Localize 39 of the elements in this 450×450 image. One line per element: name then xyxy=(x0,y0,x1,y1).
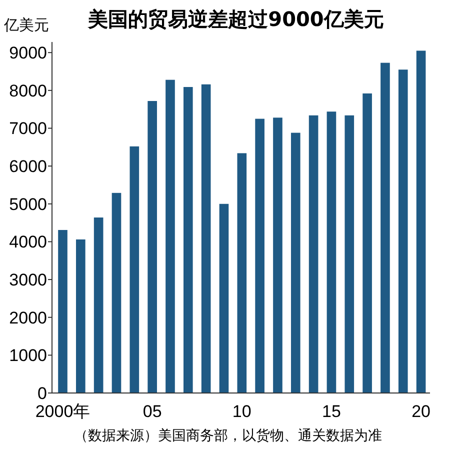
x-tick-label: 15 xyxy=(322,402,341,421)
bar xyxy=(362,93,372,393)
bar xyxy=(290,132,300,393)
y-axis-title: 亿美元 xyxy=(3,16,49,34)
bar xyxy=(237,153,247,393)
y-tick-label: 9000 xyxy=(9,44,47,63)
y-tick-label: 7000 xyxy=(9,119,47,138)
x-tick-label: 2000年 xyxy=(35,402,90,421)
y-tick-label: 3000 xyxy=(9,270,47,290)
y-tick-label: 2000 xyxy=(9,308,47,328)
bar xyxy=(219,204,229,393)
bar xyxy=(326,112,336,393)
bar xyxy=(201,84,211,393)
bar xyxy=(255,118,264,393)
chart-title: 美国的贸易逆差超过9000亿美元 xyxy=(87,7,384,31)
bar xyxy=(112,192,122,393)
y-tick-label: 1000 xyxy=(9,346,47,366)
bar xyxy=(76,239,86,393)
bar xyxy=(273,118,282,393)
y-tick-label: 4000 xyxy=(9,232,47,252)
bar xyxy=(94,218,104,393)
bar xyxy=(344,115,354,393)
y-tick-label: 0 xyxy=(38,384,47,403)
y-tick-label: 6000 xyxy=(9,157,47,176)
bar xyxy=(398,70,408,393)
bar xyxy=(166,80,175,393)
y-tick-label: 5000 xyxy=(9,194,47,214)
x-tick-label: 20 xyxy=(412,402,431,421)
bar xyxy=(308,115,318,393)
bar xyxy=(380,62,390,393)
x-tick-label: 10 xyxy=(232,402,252,421)
bar xyxy=(183,87,193,393)
bar xyxy=(148,101,157,393)
x-tick-label: 05 xyxy=(142,402,162,421)
bar xyxy=(58,230,68,393)
bar xyxy=(130,146,140,393)
y-tick-label: 8000 xyxy=(9,81,47,100)
text: （数据来源）美国商务部，以货物、通关数据为准 xyxy=(74,428,382,444)
bar xyxy=(416,50,426,393)
